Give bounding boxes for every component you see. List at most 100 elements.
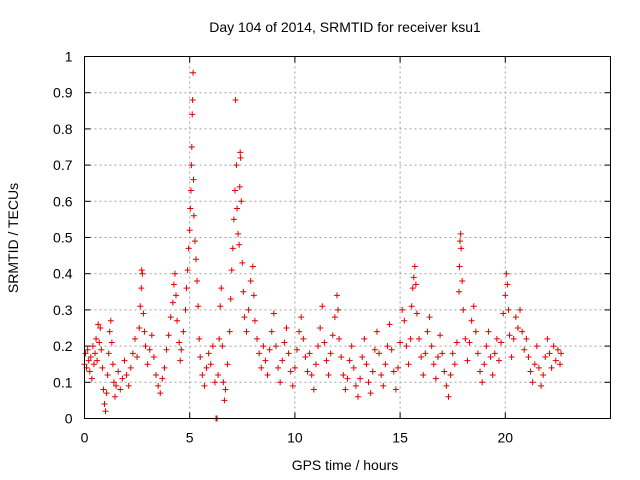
data-point [141,328,148,335]
data-point [254,335,261,342]
data-point [456,263,463,270]
data-point [201,382,208,389]
y-tick-label: 1 [65,49,73,65]
data-point [384,343,391,350]
data-point [163,346,170,353]
data-point [554,346,561,353]
data-point [294,346,301,353]
data-point [329,332,336,339]
data-point [491,350,498,357]
data-point [185,245,192,252]
plot-frame [84,56,611,419]
data-point [230,216,237,223]
data-point [503,270,510,277]
data-point [197,353,204,360]
data-point [203,364,210,371]
data-point [317,325,324,331]
data-point [195,303,202,310]
data-point [82,350,89,357]
data-point [193,256,200,263]
data-point [289,382,296,389]
data-point [459,277,466,284]
data-point [483,343,490,350]
data-point [232,96,239,103]
data-point [170,281,177,288]
data-point [247,277,254,284]
data-point [493,335,500,342]
data-point [508,353,515,360]
y-tick-label: 0.1 [53,374,73,390]
data-point [464,357,471,364]
data-point [468,317,475,324]
data-point [441,368,448,375]
data-point [107,317,114,324]
data-point [367,390,374,397]
data-point [187,187,194,194]
data-point [233,162,240,169]
data-point [434,353,441,360]
data-point [138,285,145,292]
data-point [101,401,108,408]
y-tick-label: 0.2 [53,338,73,354]
data-point [519,328,526,335]
data-point [363,361,370,368]
grid-lines [84,56,611,419]
data-point [228,267,235,274]
data-point [240,288,247,295]
data-point [84,346,91,353]
data-point [335,306,342,313]
data-point [231,187,238,194]
data-point [548,364,555,371]
data-point [514,325,521,331]
data-point [177,357,184,364]
data-point [504,281,511,288]
data-point [283,325,290,331]
data-point [127,364,134,371]
data-point [336,335,343,342]
data-point [474,350,481,357]
data-point [138,267,145,274]
data-point [407,335,414,342]
data-point [327,350,334,357]
axis-ticks [84,56,611,419]
data-point [237,154,244,161]
y-tick-label: 0.7 [53,157,73,173]
data-point [412,281,419,288]
data-point [529,379,536,386]
data-point [321,339,328,346]
data-point [103,390,110,397]
data-point [104,372,111,379]
data-point [171,270,178,277]
data-point [129,350,136,357]
data-point [142,343,149,350]
data-point [296,328,303,335]
data-point [106,328,113,335]
data-point [86,368,93,375]
data-point [413,310,420,317]
data-point [302,353,309,360]
data-point [199,372,206,379]
x-tick-label: 0 [81,430,89,446]
data-point [227,296,234,303]
data-point [121,357,128,364]
data-point [340,372,347,379]
data-point [333,292,340,299]
data-point [445,393,452,400]
data-point [136,325,143,331]
data-point [424,328,431,335]
data-point [359,353,366,360]
data-point [512,314,519,321]
data-point [495,357,502,364]
data-point [139,270,146,277]
data-point [190,212,197,219]
data-point [485,328,492,335]
data-point [550,343,557,350]
data-point [211,379,218,386]
data-point [308,372,315,379]
data-point [236,183,243,190]
data-point [108,339,115,346]
data-point [376,350,383,357]
data-point [430,361,437,368]
data-point [115,368,122,375]
